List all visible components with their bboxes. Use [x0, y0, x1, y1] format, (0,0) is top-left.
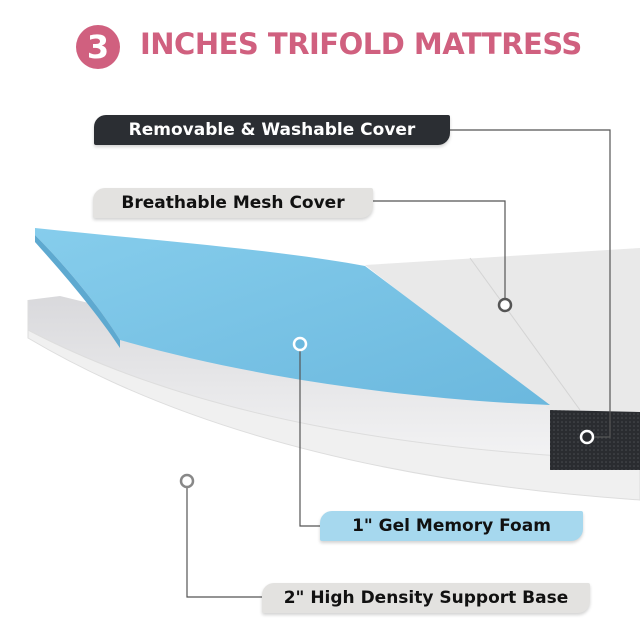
title-number-badge: 3	[76, 25, 120, 69]
label-removable-cover: Removable & Washable Cover	[94, 115, 450, 145]
base-marker-dot	[179, 473, 195, 489]
mesh-side-band	[550, 410, 640, 470]
gel-foam-layer	[35, 228, 550, 405]
base-front-face	[27, 300, 640, 501]
cover-top-surface	[365, 248, 640, 412]
marker-dots	[179, 297, 595, 489]
foam-marker-dot	[292, 336, 308, 352]
page-title: INCHES TRIFOLD MATTRESS	[140, 27, 582, 61]
label-gel-foam: 1" Gel Memory Foam	[320, 511, 583, 541]
mesh-marker-dot	[497, 297, 513, 313]
cover-marker-dot	[579, 429, 595, 445]
label-support-base: 2" High Density Support Base	[262, 583, 590, 613]
label-mesh-cover: Breathable Mesh Cover	[93, 188, 373, 218]
